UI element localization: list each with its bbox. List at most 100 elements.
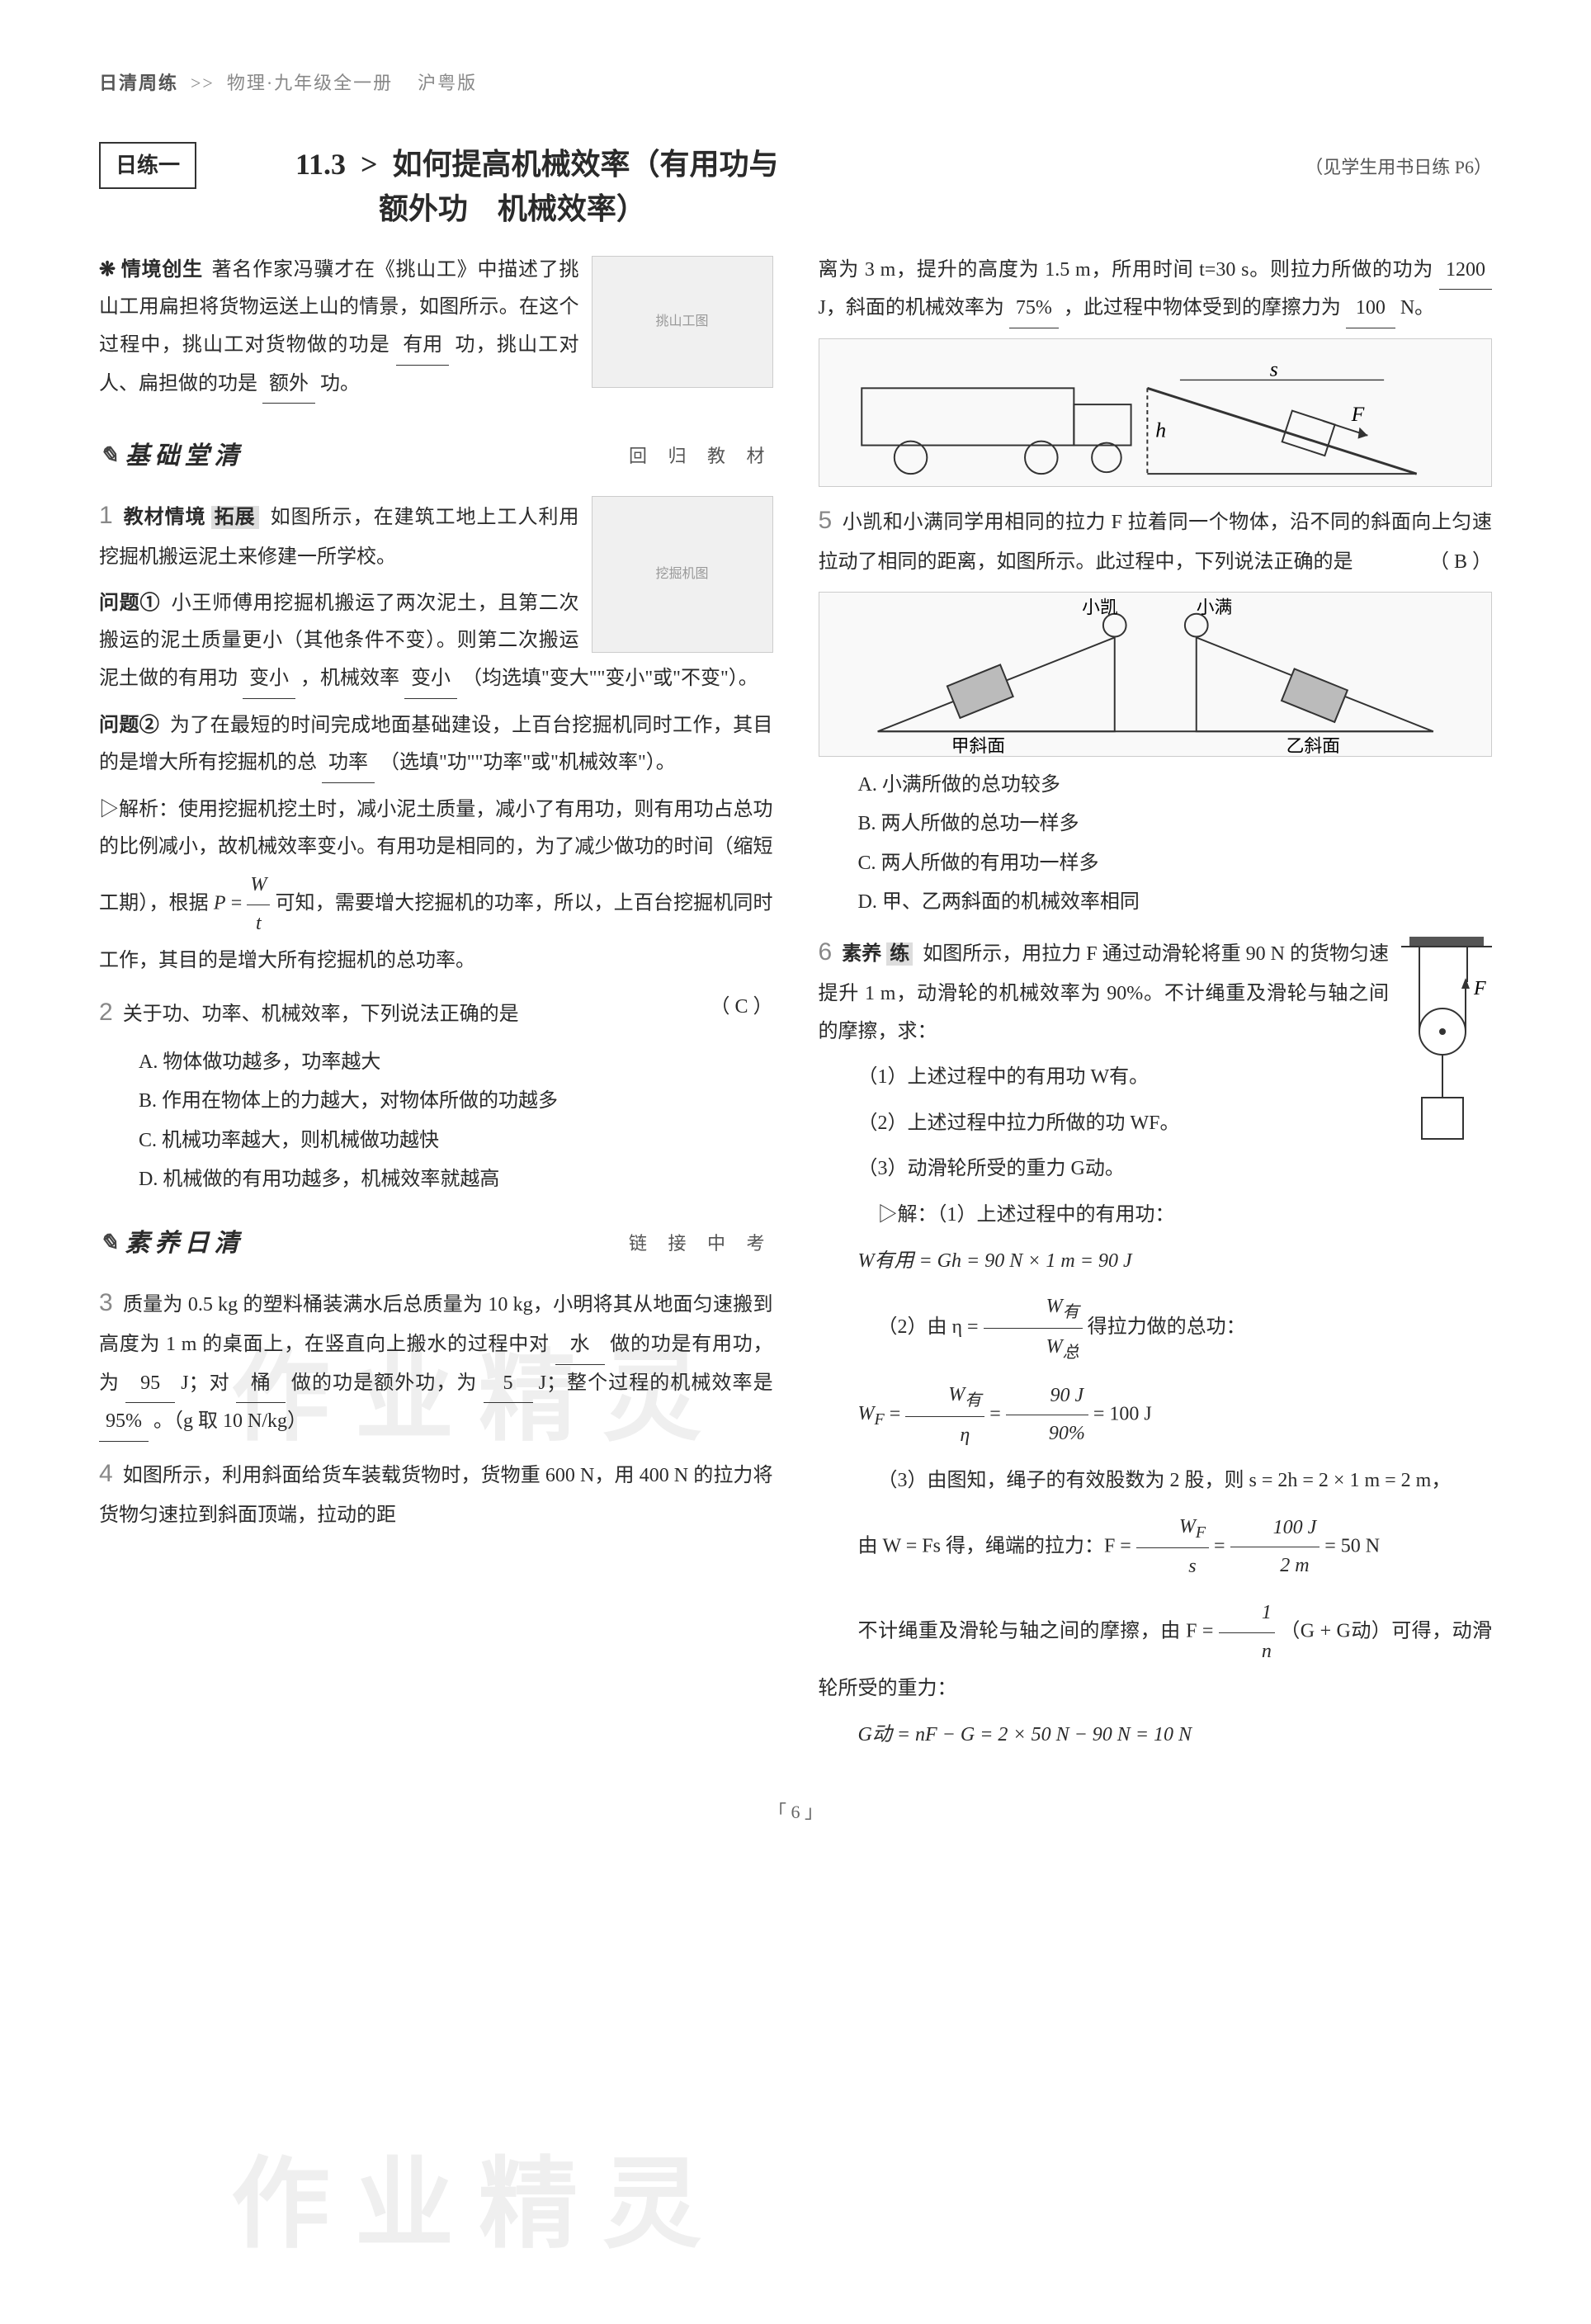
q4-part1: 4 如图所示，利用斜面给货车装载货物时，货物重 600 N，用 400 N 的拉…: [99, 1450, 773, 1535]
daily-tag: 日练一: [99, 142, 196, 189]
q4-text5: N。: [1400, 297, 1434, 319]
q5-optA: A. 小满所做的总功较多: [858, 767, 1493, 805]
q1-num: 1: [99, 502, 113, 529]
q1-analysis: ▷解析：使用挖掘机挖土时，减小泥土质量，减小了有用功，则有用功占总功的比例减小，…: [99, 791, 773, 980]
q3-blank2: 95: [125, 1365, 175, 1404]
q2-optA: A. 物体做功越多，功率越大: [139, 1044, 773, 1082]
q2-optC: C. 机械功率越大，则机械做功越快: [139, 1122, 773, 1160]
q5-optC: C. 两人所做的有用功一样多: [858, 845, 1493, 883]
q6-sol2b: 得拉力做的总功：: [1088, 1316, 1246, 1338]
q6-num: 6: [819, 938, 833, 966]
q1-sub1-text2: ，机械效率: [300, 668, 399, 689]
section-1-head: ✎ 基础堂清 回 归 教 材: [99, 432, 773, 479]
q1-sub2-blank1: 功率: [322, 744, 375, 783]
scenario-blank2: 额外: [262, 366, 315, 404]
q6-sol-label: ▷解：: [878, 1204, 937, 1226]
q5-options: A. 小满所做的总功较多 B. 两人所做的总功一样多 C. 两人所做的有用功一样…: [858, 767, 1493, 922]
q6-sub2: （2）上述过程中拉力所做的功 WF。: [819, 1105, 1493, 1143]
q6-sol3b: 由 W = Fs 得，绳端的拉力：F =: [858, 1535, 1131, 1556]
q1-analysis-label: ▷解析：: [99, 799, 178, 820]
q3-num: 3: [99, 1289, 113, 1316]
q6-sub3: （3）动滑轮所受的重力 G动。: [819, 1150, 1493, 1188]
q5-answer: （ B ）: [1429, 544, 1492, 582]
q4-num: 4: [99, 1460, 113, 1487]
q1-label: 教材情境: [124, 507, 206, 528]
q2-optB: B. 作用在物体上的力越大，对物体所做的功越多: [139, 1083, 773, 1121]
q5-optD: D. 甲、乙两斜面的机械效率相同: [858, 884, 1493, 922]
q1-sub2: 问题② 为了在最短的时间完成地面基础建设，上百台挖掘机同时工作，其目的是增大所有…: [99, 707, 773, 783]
q5-label-right: 乙斜面: [1286, 736, 1339, 756]
subject: 物理·九年级全一册: [227, 73, 393, 93]
q1-sub1-label: 问题①: [99, 593, 160, 614]
q6-figure: F: [1401, 933, 1492, 1164]
q2-stem: 关于功、功率、机械效率，下列说法正确的是: [123, 1004, 519, 1025]
left-column: 挑山工图 ❋ 情境创生 著名作家冯骥才在《挑山工》中描述了挑山工用扁担将货物运送…: [99, 252, 773, 1763]
title-line1: 如何提高机械效率（有用功与: [393, 148, 779, 181]
q3-text3: J；对: [181, 1372, 229, 1394]
q6-sol1b: W有用 = Gh = 90 N × 1 m = 90 J: [858, 1250, 1132, 1272]
scenario-blank1: 有用: [396, 327, 449, 366]
q2-answer: （ C ）: [710, 989, 772, 1027]
q6-sol3b2: = 50 N: [1324, 1535, 1380, 1556]
q5-optB: B. 两人所做的总功一样多: [858, 805, 1493, 843]
q4-text2: 离为 3 m，提升的高度为 1.5 m，所用时间 t=30 s。则拉力所做的功为: [819, 259, 1434, 281]
q1-sub2-label: 问题②: [99, 715, 159, 736]
q4-part2: 离为 3 m，提升的高度为 1.5 m，所用时间 t=30 s。则拉力所做的功为…: [819, 252, 1493, 328]
section-1-sub: 回 归 教 材: [629, 439, 773, 474]
watermark: 作业精灵: [231, 2111, 726, 2299]
q3: 3 质量为 0.5 kg 的塑料桶装满水后总质量为 10 kg，小明将其从地面匀…: [99, 1279, 773, 1442]
q4-blank1: 1200: [1439, 252, 1492, 290]
q4-label-F: F: [1350, 402, 1364, 426]
right-column: 离为 3 m，提升的高度为 1.5 m，所用时间 t=30 s。则拉力所做的功为…: [819, 252, 1493, 1763]
series-name: 日清周练: [99, 73, 178, 93]
q3-text5: J；整个过程的机械效率是: [539, 1372, 773, 1394]
q6-solution: ▷解：（1）上述过程中的有用功： W有用 = Gh = 90 N × 1 m =…: [819, 1197, 1493, 1755]
q4-label-h: h: [1155, 418, 1166, 442]
q2-optD: D. 机械做的有用功越多，机械效率就越高: [139, 1161, 773, 1199]
q3-text6: 。（g 取 10 N/kg）: [153, 1410, 307, 1432]
q4-text3: J，斜面的机械效率为: [819, 297, 1004, 319]
section-2-title: 素养日清: [125, 1220, 243, 1267]
scenario-block: 挑山工图 ❋ 情境创生 著名作家冯骥才在《挑山工》中描述了挑山工用扁担将货物运送…: [99, 252, 773, 404]
q5-stem: 小凯和小满同学用相同的拉力 F 拉着同一个物体，沿不同的斜面向上匀速拉动了相同的…: [819, 512, 1493, 573]
title-line2: 额外功 机械效率）: [379, 192, 646, 225]
scenario-tag: ❋ 情境创生: [99, 259, 203, 281]
q1-sub1-text3: （均选填"变大""变小"或"不变"）。: [462, 668, 758, 689]
q6-sol2a: （2）由 η =: [878, 1316, 979, 1338]
q4-blank2: 75%: [1009, 290, 1059, 328]
section-2-sub: 链 接 中 考: [629, 1226, 773, 1261]
main-title: 11.3 > 如何提高机械效率（有用功与 额外功 机械效率）: [295, 142, 1305, 231]
q2-num: 2: [99, 999, 113, 1026]
page-number: 「 6 」: [99, 1795, 1492, 1830]
q3-blank4: 5: [484, 1365, 533, 1404]
q1: 挖掘机图 1 教材情境拓展 如图所示，在建筑工地上工人利用挖掘机搬运泥土来修建一…: [99, 492, 773, 577]
page-header: 日清周练 >> 物理·九年级全一册 沪粤版: [99, 66, 1492, 101]
section-number: 11.3: [295, 148, 346, 181]
q6-highlight: 练: [886, 942, 913, 966]
q5: 5 小凯和小满同学用相同的拉力 F 拉着同一个物体，沿不同的斜面向上匀速拉动了相…: [819, 497, 1493, 582]
q1-sub2-text2: （选填"功""功率"或"机械效率"）。: [380, 752, 676, 773]
section-2-head: ✎ 素养日清 链 接 中 考: [99, 1220, 773, 1267]
section-1-title: 基础堂清: [125, 432, 243, 479]
scenario-text3: 功。: [320, 373, 360, 394]
q4-figure: s F h: [819, 338, 1493, 487]
q6-sol3c: 不计绳重及滑轮与轴之间的摩擦，由 F =: [858, 1621, 1214, 1642]
q5-num: 5: [819, 507, 833, 534]
q3-blank3: 桶: [236, 1365, 286, 1404]
q5-label-left: 甲斜面: [951, 736, 1004, 756]
q6-label: 素养: [842, 943, 881, 965]
q1-sub1-blank1: 变小: [243, 660, 295, 699]
q6-label-F: F: [1473, 978, 1486, 999]
q1-figure: 挖掘机图: [592, 496, 773, 653]
q4-text1: 如图所示，利用斜面给货车装载货物时，货物重 600 N，用 400 N 的拉力将…: [99, 1465, 773, 1526]
q4-blank3: 100: [1346, 290, 1395, 328]
q1-highlight: 拓展: [211, 506, 259, 529]
edition: 沪粤版: [418, 73, 477, 93]
q6-sub1: （1）上述过程中的有用功 W有。: [819, 1059, 1493, 1097]
q6-sol1a: （1）上述过程中的有用功：: [937, 1204, 1175, 1226]
q6-sol2c: = 100 J: [1093, 1403, 1152, 1424]
pencil-icon: ✎: [99, 1221, 118, 1265]
q4-text4: ，此过程中物体受到的摩擦力为: [1064, 297, 1341, 319]
title-note: （见学生用书日练 P6）: [1305, 150, 1492, 185]
q2: 2 关于功、功率、机械效率，下列说法正确的是 （ C ）: [99, 989, 773, 1036]
